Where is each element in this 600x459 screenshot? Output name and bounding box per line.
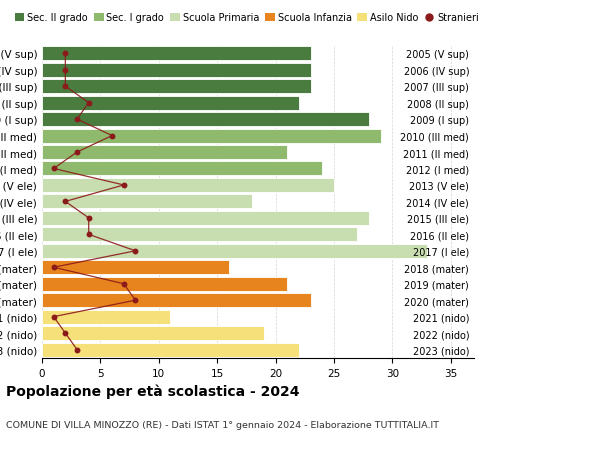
Bar xyxy=(42,96,299,110)
Point xyxy=(72,116,82,123)
Bar xyxy=(42,146,287,160)
Bar xyxy=(42,47,311,61)
Text: Popolazione per età scolastica - 2024: Popolazione per età scolastica - 2024 xyxy=(6,383,299,398)
Bar xyxy=(42,294,311,308)
Bar xyxy=(42,261,229,274)
Bar xyxy=(42,277,287,291)
Point xyxy=(49,165,58,173)
Bar xyxy=(42,326,264,341)
Point xyxy=(119,280,128,288)
Point xyxy=(49,264,58,271)
Point xyxy=(61,198,70,206)
Bar xyxy=(42,244,427,258)
Point xyxy=(107,133,117,140)
Bar xyxy=(42,113,369,127)
Point xyxy=(84,100,94,107)
Point xyxy=(49,313,58,321)
Bar xyxy=(42,228,357,242)
Point xyxy=(72,346,82,353)
Bar xyxy=(42,179,334,192)
Point xyxy=(84,231,94,239)
Point xyxy=(119,182,128,189)
Bar xyxy=(42,310,170,324)
Legend: Sec. II grado, Sec. I grado, Scuola Primaria, Scuola Infanzia, Asilo Nido, Stran: Sec. II grado, Sec. I grado, Scuola Prim… xyxy=(11,10,482,27)
Point xyxy=(72,149,82,157)
Point xyxy=(61,67,70,74)
Bar xyxy=(42,63,311,78)
Point xyxy=(61,83,70,90)
Text: COMUNE DI VILLA MINOZZO (RE) - Dati ISTAT 1° gennaio 2024 - Elaborazione TUTTITA: COMUNE DI VILLA MINOZZO (RE) - Dati ISTA… xyxy=(6,420,439,429)
Bar xyxy=(42,129,380,143)
Point xyxy=(61,330,70,337)
Bar xyxy=(42,80,311,94)
Bar xyxy=(42,212,369,225)
Bar xyxy=(42,195,252,209)
Point xyxy=(84,215,94,222)
Bar xyxy=(42,162,322,176)
Point xyxy=(131,247,140,255)
Text: Anni di nascita: Anni di nascita xyxy=(597,158,600,246)
Point xyxy=(61,50,70,58)
Point xyxy=(131,297,140,304)
Bar xyxy=(42,343,299,357)
